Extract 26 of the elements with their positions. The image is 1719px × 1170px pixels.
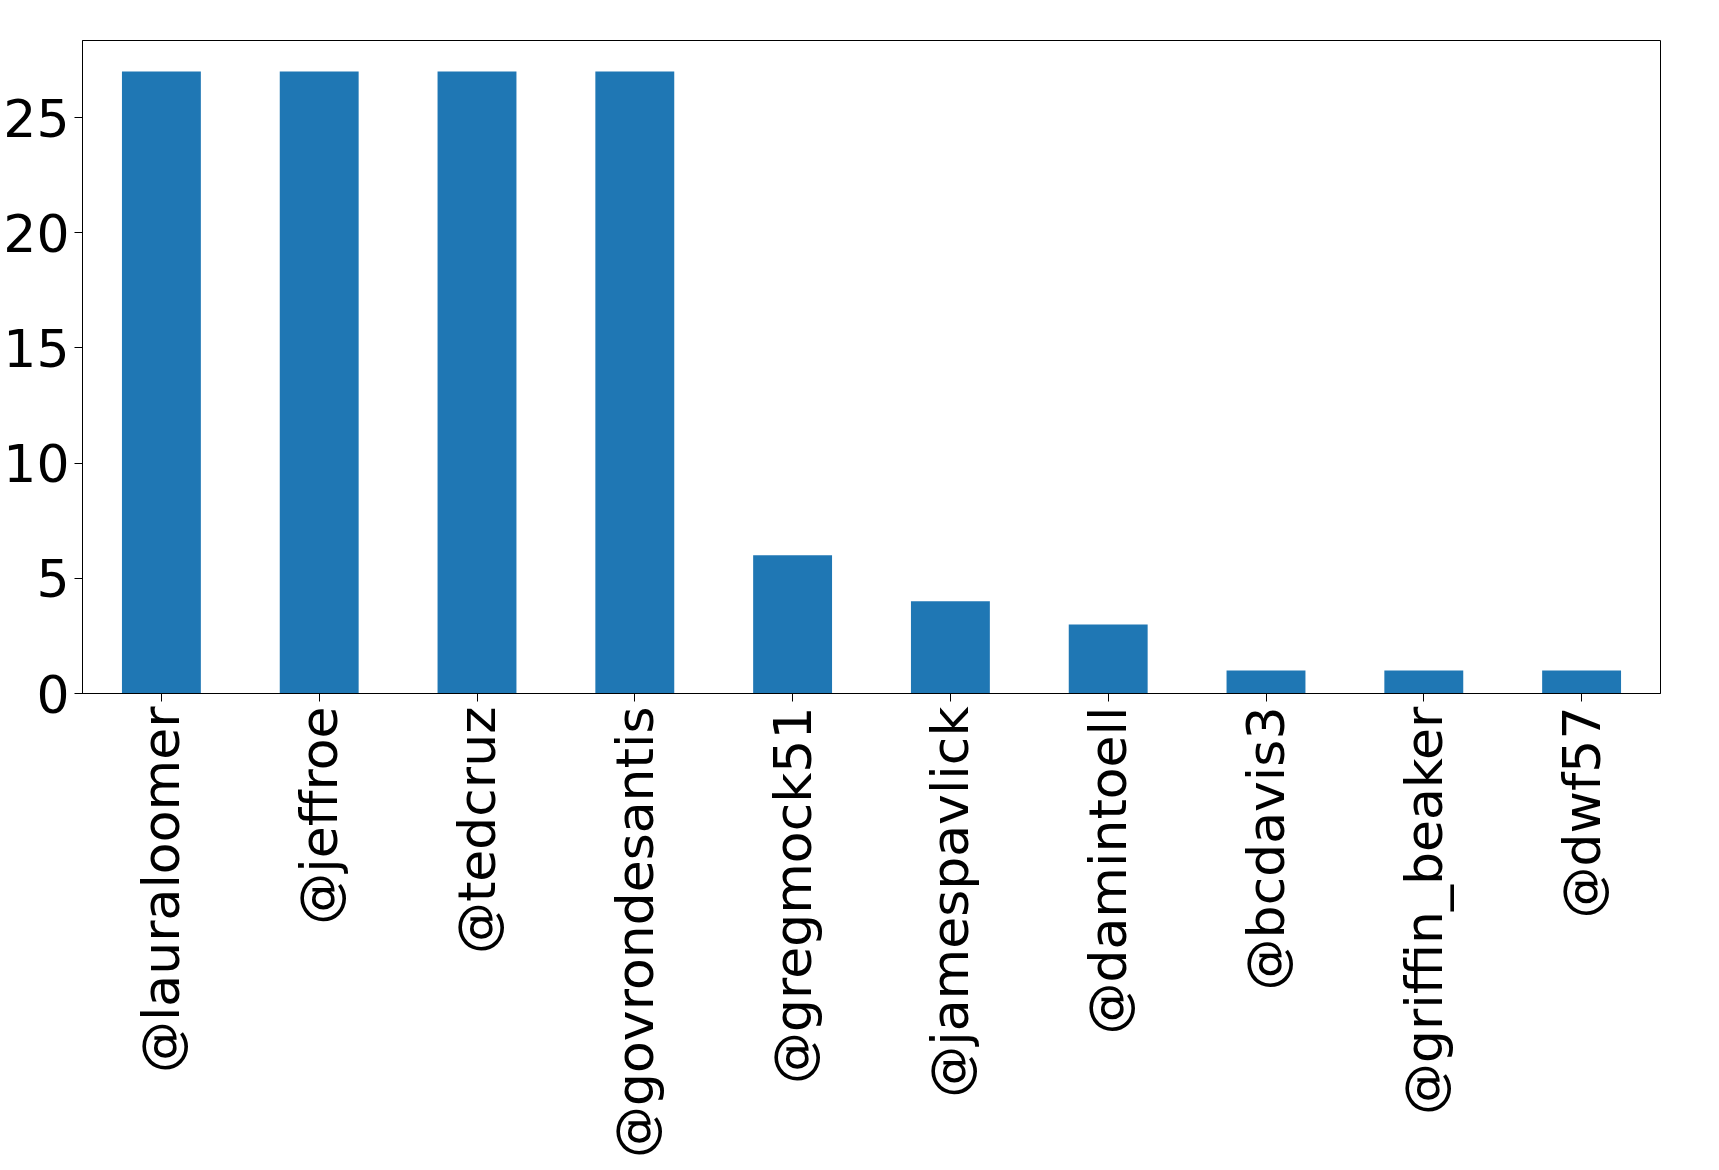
bar	[1542, 670, 1622, 694]
bar	[1068, 624, 1148, 694]
x-tick-label: @dwf57	[1551, 706, 1612, 919]
bar	[279, 71, 359, 694]
x-tick-label: @bcdavis3	[1236, 706, 1296, 991]
bar	[437, 71, 517, 694]
x-tick-label: @govrondesantis	[604, 706, 665, 1158]
x-tick-label: @lauraloomer	[131, 705, 192, 1074]
x-tick-label: @jeffroe	[289, 706, 350, 925]
bar	[595, 71, 675, 694]
y-tick-label: 0	[36, 664, 70, 725]
bar	[753, 555, 833, 694]
y-tick-label: 25	[3, 88, 70, 149]
x-tick-label: @gregmock51	[762, 706, 823, 1085]
bar	[910, 601, 990, 694]
bar	[121, 71, 201, 694]
bar	[1384, 670, 1464, 694]
x-tick-label: @griffin_beaker	[1393, 705, 1454, 1116]
x-tick-label: @damintoell	[1078, 706, 1139, 1035]
x-tick-label: @jamespavlick	[920, 706, 981, 1098]
bar	[1226, 670, 1306, 694]
y-tick-label: 20	[3, 203, 70, 264]
y-tick-label: 5	[36, 549, 70, 610]
y-tick-label: 15	[3, 319, 70, 379]
x-tick-label: @tedcruz	[447, 706, 507, 955]
y-tick-label: 10	[3, 434, 70, 495]
